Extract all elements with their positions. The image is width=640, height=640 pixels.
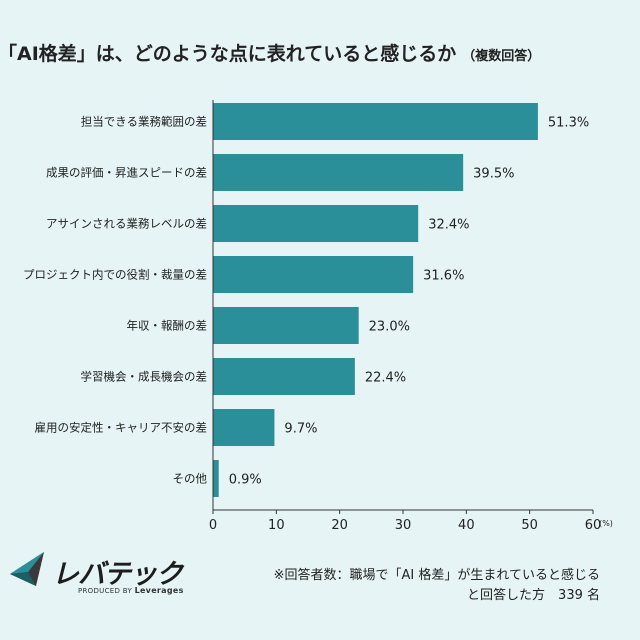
x-tick-label: 50 [521, 518, 538, 533]
value-label: 0.9% [229, 473, 262, 488]
x-tick-label: 20 [331, 518, 348, 533]
x-tick-label: 30 [395, 518, 412, 533]
x-tick-label: 60 [585, 518, 602, 533]
category-label: 年収・報酬の差 [127, 319, 208, 333]
chart-title: 「AI格差」は、どのような点に表れていると感じるか （複数回答） [0, 38, 640, 70]
bar [213, 256, 414, 293]
value-label: 23.0% [369, 320, 410, 335]
category-label: プロジェクト内での役割・裁量の差 [23, 268, 207, 282]
x-tick-label: 10 [268, 518, 285, 533]
title-sub: （複数回答） [462, 49, 541, 64]
category-label: 学習機会・成長機会の差 [81, 370, 208, 384]
category-label: アサインされる業務レベルの差 [46, 217, 207, 231]
brand-name: レバテック [52, 559, 183, 590]
x-tick-label: 0 [209, 518, 217, 533]
produced-by: PRODUCED BY Leverages [78, 586, 184, 595]
x-tick-label: 40 [458, 518, 475, 533]
category-label: 担当できる業務範囲の差 [81, 115, 207, 129]
value-label: 39.5% [473, 167, 514, 182]
bar [213, 409, 275, 446]
value-label: 22.4% [365, 371, 406, 386]
respondent-note: ※回答者数：職場で「AI 格差」が生まれていると感じる と回答した方 339 名 [180, 566, 600, 606]
note-line-2: と回答した方 339 名 [467, 588, 600, 603]
logo-mark-icon [10, 552, 44, 586]
value-label: 31.6% [423, 269, 464, 284]
bar [213, 205, 419, 242]
produced-by-label: PRODUCED BY [78, 587, 133, 595]
bar [213, 103, 538, 140]
bar [213, 154, 464, 191]
x-unit-label: (%) [599, 519, 613, 528]
brand-logo: レバテック PRODUCED BY Leverages [8, 548, 198, 604]
category-label: その他 [173, 472, 208, 486]
bar [213, 307, 359, 344]
bar [213, 358, 355, 395]
note-line-1: ※回答者数：職場で「AI 格差」が生まれていると感じる [273, 568, 600, 583]
bar [213, 460, 219, 497]
value-label: 51.3% [548, 116, 589, 131]
category-label: 成果の評価・昇進スピードの差 [46, 166, 207, 180]
bar-chart: 担当できる業務範囲の差 51.3% 成果の評価・昇進スピードの差 39.5% アサインさ… [23, 100, 613, 533]
company-name: Leverages [134, 586, 184, 595]
category-label: 雇用の安定性・キャリア不安の差 [35, 421, 208, 435]
value-label: 9.7% [284, 422, 317, 437]
value-label: 32.4% [428, 218, 469, 233]
title-main: 「AI格差」は、どのような点に表れていると感じるか [0, 43, 457, 65]
